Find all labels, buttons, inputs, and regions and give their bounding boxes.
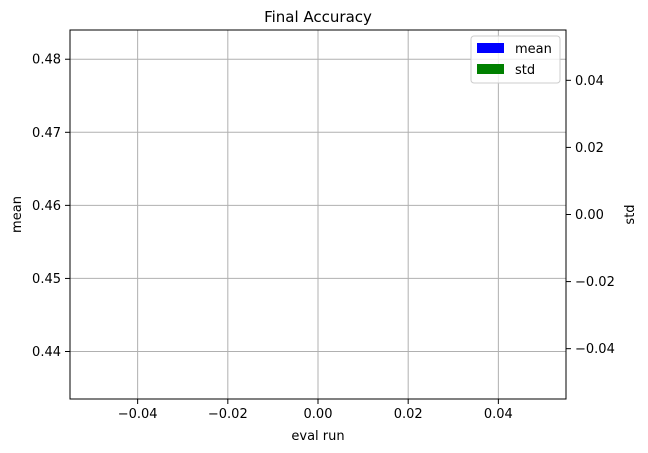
x-tick-label: −0.02 xyxy=(208,407,248,422)
chart-title: Final Accuracy xyxy=(264,8,372,26)
x-axis-label: eval run xyxy=(291,429,344,444)
y-tick-label: 0.46 xyxy=(32,199,61,214)
x-tick-label: 0.04 xyxy=(484,407,513,422)
y-axis-ticks: 0.44 0.45 0.46 0.47 0.48 xyxy=(32,53,70,360)
y-axis-label: mean xyxy=(10,196,25,233)
x-axis-ticks: −0.04 −0.02 0.00 0.02 0.04 xyxy=(118,399,513,422)
y2-tick-label: 0.02 xyxy=(575,141,604,156)
x-tick-label: 0.00 xyxy=(304,407,333,422)
y2-axis-label: std xyxy=(623,204,638,224)
y-tick-label: 0.48 xyxy=(32,53,61,68)
y-tick-label: 0.47 xyxy=(32,126,61,141)
legend-label-std: std xyxy=(515,63,535,78)
y2-axis-ticks: −0.04 −0.02 0.00 0.02 0.04 xyxy=(566,74,615,357)
legend-swatch-mean xyxy=(477,43,504,53)
x-tick-label: 0.02 xyxy=(394,407,423,422)
legend: mean std xyxy=(470,35,561,84)
y2-tick-label: −0.02 xyxy=(575,275,615,290)
y2-tick-label: 0.00 xyxy=(575,208,604,223)
legend-swatch-std xyxy=(477,64,504,74)
y-tick-label: 0.44 xyxy=(32,345,61,360)
y-tick-label: 0.45 xyxy=(32,272,61,287)
y2-tick-label: −0.04 xyxy=(575,342,615,357)
grid-lines xyxy=(70,30,566,399)
y2-tick-label: 0.04 xyxy=(575,74,604,89)
legend-label-mean: mean xyxy=(515,42,552,57)
x-tick-label: −0.04 xyxy=(118,407,158,422)
